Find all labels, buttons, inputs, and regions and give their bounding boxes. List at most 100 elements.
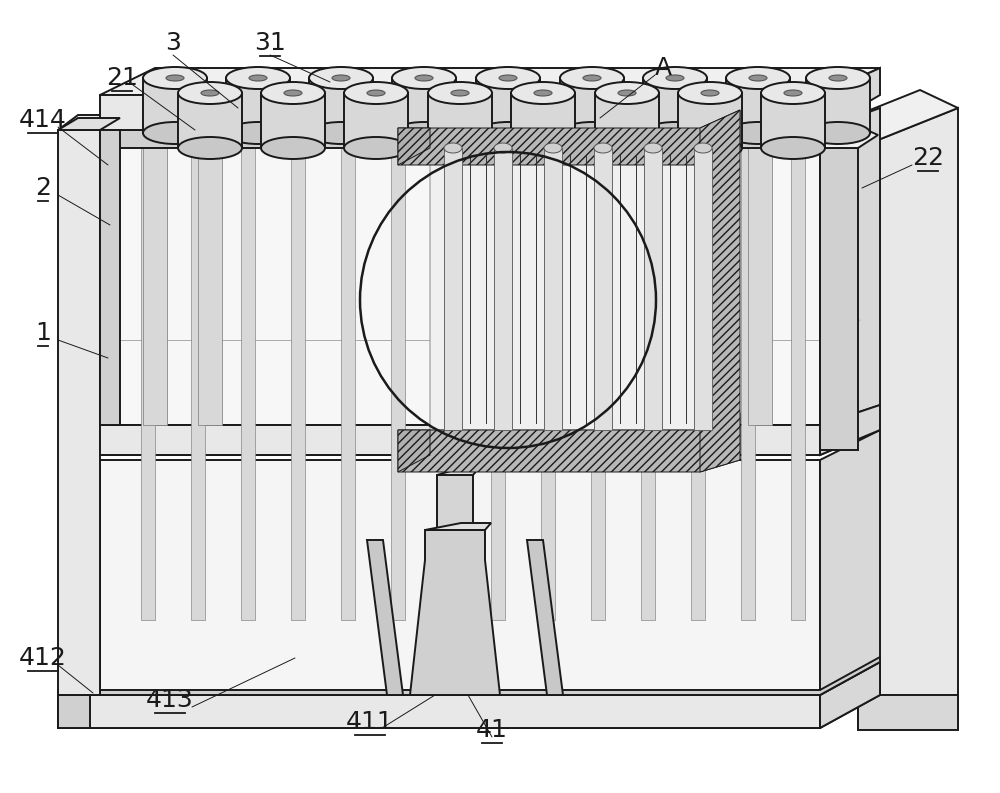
- Polygon shape: [391, 148, 405, 620]
- Ellipse shape: [166, 75, 184, 81]
- Polygon shape: [58, 695, 90, 728]
- Polygon shape: [761, 93, 825, 148]
- Polygon shape: [748, 130, 772, 425]
- Text: 3: 3: [165, 31, 181, 55]
- Polygon shape: [820, 148, 858, 450]
- Polygon shape: [595, 93, 659, 148]
- Ellipse shape: [560, 67, 624, 89]
- Text: 413: 413: [146, 688, 194, 712]
- Polygon shape: [100, 425, 820, 455]
- Polygon shape: [367, 540, 403, 695]
- Ellipse shape: [178, 137, 242, 159]
- Ellipse shape: [367, 90, 385, 96]
- Ellipse shape: [644, 143, 662, 153]
- Ellipse shape: [226, 122, 290, 144]
- Polygon shape: [191, 148, 205, 620]
- Ellipse shape: [344, 137, 408, 159]
- Polygon shape: [544, 148, 562, 430]
- Ellipse shape: [761, 82, 825, 104]
- Ellipse shape: [476, 67, 540, 89]
- Text: 1: 1: [35, 321, 51, 345]
- Text: 21: 21: [106, 66, 138, 90]
- Ellipse shape: [534, 90, 552, 96]
- Ellipse shape: [284, 90, 302, 96]
- Ellipse shape: [594, 143, 612, 153]
- Polygon shape: [527, 540, 563, 695]
- Text: A: A: [654, 56, 672, 80]
- Ellipse shape: [678, 137, 742, 159]
- Polygon shape: [58, 130, 100, 695]
- Ellipse shape: [428, 137, 492, 159]
- Ellipse shape: [332, 75, 350, 81]
- Ellipse shape: [415, 75, 433, 81]
- Polygon shape: [820, 405, 880, 455]
- Polygon shape: [178, 93, 242, 148]
- Polygon shape: [392, 78, 456, 133]
- Ellipse shape: [595, 82, 659, 104]
- Ellipse shape: [544, 143, 562, 153]
- Ellipse shape: [451, 90, 469, 96]
- Ellipse shape: [643, 67, 707, 89]
- Polygon shape: [291, 148, 305, 620]
- Polygon shape: [398, 413, 740, 472]
- Polygon shape: [100, 130, 820, 425]
- Ellipse shape: [178, 82, 242, 104]
- Polygon shape: [594, 148, 612, 430]
- Ellipse shape: [806, 67, 870, 89]
- Polygon shape: [428, 93, 492, 148]
- Polygon shape: [691, 148, 705, 620]
- Polygon shape: [100, 95, 820, 130]
- Polygon shape: [141, 148, 155, 620]
- Ellipse shape: [476, 122, 540, 144]
- Polygon shape: [820, 662, 880, 728]
- Polygon shape: [410, 530, 500, 695]
- Ellipse shape: [226, 67, 290, 89]
- Polygon shape: [806, 78, 870, 133]
- Polygon shape: [241, 148, 255, 620]
- Ellipse shape: [560, 122, 624, 144]
- Ellipse shape: [249, 75, 267, 81]
- Ellipse shape: [511, 82, 575, 104]
- Ellipse shape: [595, 137, 659, 159]
- Ellipse shape: [666, 75, 684, 81]
- Ellipse shape: [201, 90, 219, 96]
- Text: 414: 414: [19, 108, 67, 132]
- Polygon shape: [100, 130, 120, 425]
- Ellipse shape: [261, 137, 325, 159]
- Polygon shape: [341, 148, 355, 620]
- Polygon shape: [398, 430, 430, 472]
- Polygon shape: [694, 148, 712, 430]
- Ellipse shape: [511, 137, 575, 159]
- Polygon shape: [741, 148, 755, 620]
- Polygon shape: [820, 68, 880, 130]
- Ellipse shape: [428, 82, 492, 104]
- Polygon shape: [58, 115, 120, 130]
- Ellipse shape: [261, 82, 325, 104]
- Polygon shape: [700, 110, 740, 472]
- Polygon shape: [441, 148, 455, 620]
- Ellipse shape: [726, 122, 790, 144]
- Polygon shape: [820, 108, 880, 425]
- Ellipse shape: [749, 75, 767, 81]
- Ellipse shape: [678, 82, 742, 104]
- Polygon shape: [58, 118, 120, 130]
- Polygon shape: [511, 93, 575, 148]
- Polygon shape: [100, 68, 880, 95]
- Polygon shape: [591, 148, 605, 620]
- Polygon shape: [226, 78, 290, 133]
- Polygon shape: [560, 78, 624, 133]
- Polygon shape: [261, 93, 325, 148]
- Polygon shape: [491, 148, 505, 620]
- Polygon shape: [858, 695, 958, 730]
- Polygon shape: [678, 93, 742, 148]
- Polygon shape: [644, 148, 662, 430]
- Ellipse shape: [344, 82, 408, 104]
- Polygon shape: [494, 148, 512, 430]
- Ellipse shape: [761, 137, 825, 159]
- Polygon shape: [100, 657, 880, 695]
- Ellipse shape: [499, 75, 517, 81]
- Polygon shape: [643, 78, 707, 133]
- Polygon shape: [430, 133, 730, 430]
- Ellipse shape: [392, 122, 456, 144]
- Ellipse shape: [726, 67, 790, 89]
